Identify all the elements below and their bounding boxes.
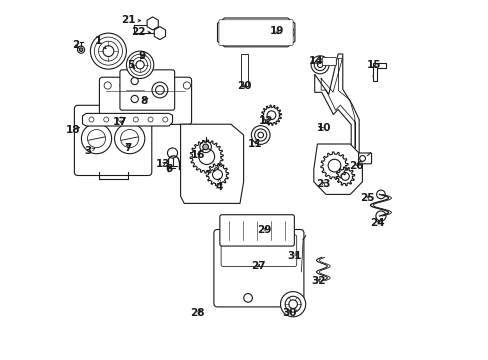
FancyBboxPatch shape (120, 70, 174, 110)
Text: 20: 20 (237, 81, 251, 91)
FancyBboxPatch shape (213, 230, 303, 307)
Polygon shape (147, 17, 158, 30)
Polygon shape (313, 144, 362, 194)
FancyBboxPatch shape (219, 20, 292, 45)
Circle shape (310, 56, 328, 74)
Text: 16: 16 (190, 150, 204, 160)
Circle shape (236, 26, 249, 39)
Text: 10: 10 (316, 123, 330, 133)
Circle shape (114, 123, 144, 154)
Text: 19: 19 (269, 26, 284, 36)
Polygon shape (82, 113, 172, 126)
Text: 21: 21 (121, 15, 141, 25)
Text: 9: 9 (138, 51, 145, 61)
Circle shape (152, 82, 167, 98)
Circle shape (81, 123, 111, 154)
Text: 5: 5 (127, 60, 135, 70)
Circle shape (126, 51, 153, 78)
Text: 24: 24 (369, 218, 384, 228)
Text: 11: 11 (247, 139, 262, 149)
Circle shape (77, 46, 84, 53)
Text: 1: 1 (95, 36, 106, 49)
Text: 7: 7 (123, 143, 131, 153)
Circle shape (151, 22, 154, 25)
FancyBboxPatch shape (322, 58, 336, 66)
Circle shape (158, 32, 161, 35)
Polygon shape (314, 54, 358, 155)
Text: 14: 14 (308, 56, 323, 66)
FancyBboxPatch shape (74, 105, 151, 176)
Text: 31: 31 (287, 251, 302, 261)
FancyBboxPatch shape (220, 215, 294, 246)
Text: 2: 2 (72, 40, 79, 50)
Circle shape (251, 126, 269, 144)
Text: 13: 13 (156, 159, 170, 169)
Circle shape (90, 33, 126, 69)
Text: 8: 8 (140, 96, 147, 106)
Text: 6: 6 (165, 164, 172, 174)
Text: 3: 3 (84, 146, 95, 156)
Circle shape (79, 48, 82, 51)
Text: 15: 15 (366, 60, 381, 70)
Text: 4: 4 (215, 179, 223, 192)
Polygon shape (154, 27, 165, 40)
FancyBboxPatch shape (358, 153, 371, 164)
Circle shape (280, 292, 305, 317)
Text: 22: 22 (131, 27, 150, 37)
Circle shape (281, 26, 294, 39)
Text: 26: 26 (348, 161, 363, 171)
Text: 27: 27 (251, 261, 265, 271)
Text: 18: 18 (66, 125, 81, 135)
Polygon shape (180, 124, 243, 203)
Text: 23: 23 (316, 179, 330, 189)
Text: 28: 28 (190, 308, 204, 318)
Circle shape (222, 26, 234, 39)
Circle shape (251, 26, 264, 39)
Circle shape (266, 26, 279, 39)
Text: 32: 32 (310, 276, 325, 286)
Polygon shape (373, 63, 385, 81)
Text: 29: 29 (257, 225, 271, 235)
Text: 25: 25 (359, 193, 373, 203)
Polygon shape (241, 54, 247, 86)
FancyBboxPatch shape (99, 77, 191, 125)
Circle shape (203, 144, 208, 150)
Text: 12: 12 (258, 116, 273, 126)
Text: 17: 17 (113, 117, 127, 127)
Polygon shape (217, 18, 294, 47)
FancyBboxPatch shape (221, 235, 296, 266)
Text: 30: 30 (282, 308, 296, 318)
